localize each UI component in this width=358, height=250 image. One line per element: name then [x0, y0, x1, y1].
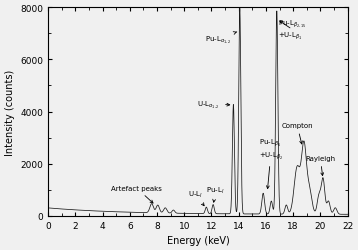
X-axis label: Energy (keV): Energy (keV): [166, 235, 229, 245]
Text: Pu-L$_l$: Pu-L$_l$: [206, 185, 225, 202]
Text: Compton: Compton: [281, 123, 313, 144]
Text: Pu-L$_{\alpha_{1,2}}$: Pu-L$_{\alpha_{1,2}}$: [205, 32, 237, 45]
Text: U-L$_{\alpha_{1,2}}$: U-L$_{\alpha_{1,2}}$: [198, 99, 230, 110]
Y-axis label: Intensity (counts): Intensity (counts): [5, 69, 15, 155]
Text: Pu-L$_{\beta_{2,15}}$
+U-L$_{\beta_1}$: Pu-L$_{\beta_{2,15}}$ +U-L$_{\beta_1}$: [278, 18, 306, 42]
Text: Artefact peaks: Artefact peaks: [111, 185, 162, 203]
Text: U-L$_l$: U-L$_l$: [188, 189, 204, 206]
Text: Rayleigh: Rayleigh: [305, 156, 335, 176]
Text: Pu-L$_{\beta_6}$
+U-L$_{\beta_2}$: Pu-L$_{\beta_6}$ +U-L$_{\beta_2}$: [259, 137, 284, 189]
